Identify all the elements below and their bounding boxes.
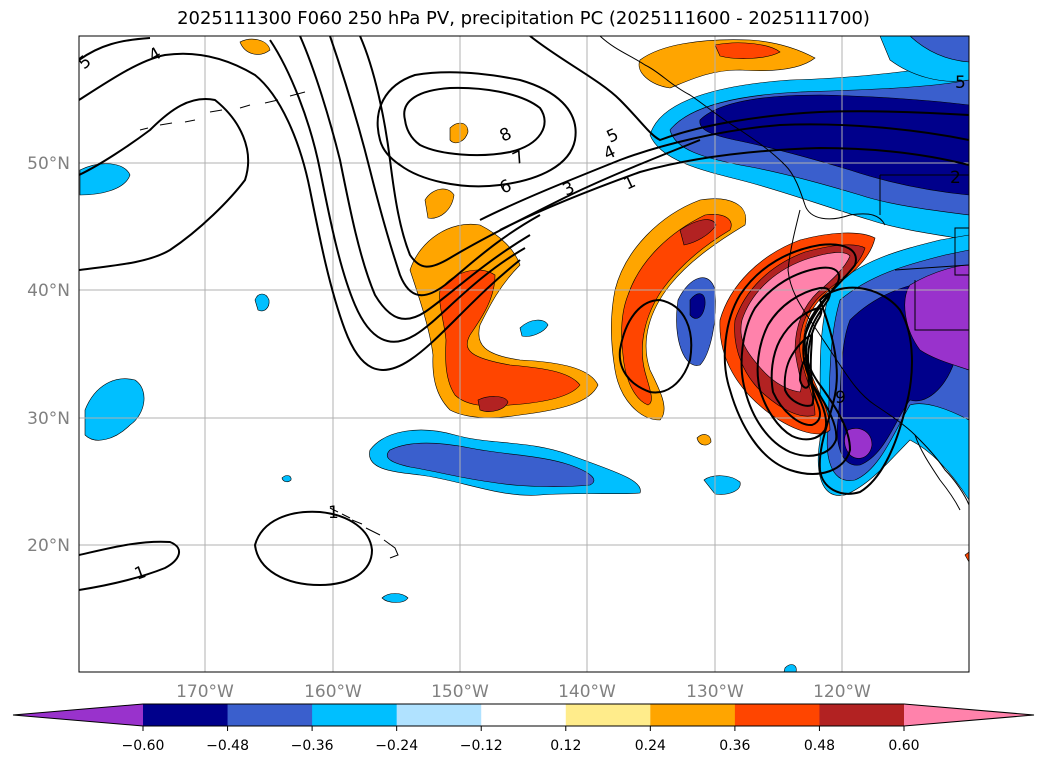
colorbar-segment (312, 704, 398, 726)
colorbar-tick-label: 0.24 (635, 738, 666, 754)
colorbar-tick-label: −0.24 (375, 738, 418, 754)
lat-label: 30°N (27, 409, 70, 429)
coastlines (139, 36, 969, 559)
colorbar-tick-label: −0.36 (291, 738, 334, 754)
lat-label: 50°N (27, 154, 70, 174)
colorbar-segment (143, 704, 229, 726)
colorbar-segment (565, 704, 651, 726)
colorbar-tick-label: −0.48 (206, 738, 249, 754)
lon-label: 140°W (558, 682, 616, 702)
graticule (79, 36, 969, 672)
longitude-labels: 170°W 160°W 150°W 140°W 130°W 120°W (176, 682, 871, 702)
lon-label: 150°W (431, 682, 489, 702)
colorbar-tick-label: 0.36 (719, 738, 750, 754)
colorbar-tick-label: 0.60 (888, 738, 919, 754)
lon-label: 170°W (176, 682, 234, 702)
map-plot-area: 5 4 8 7 6 5 4 3 1 1 1 2 5 9 (79, 36, 969, 672)
negative-precip-shading (79, 36, 969, 672)
colorbar-tick-label: −0.60 (122, 738, 165, 754)
colorbar-segment (819, 704, 905, 726)
colorbar: −0.60 −0.48 −0.36 −0.24 −0.12 0.12 0.24 0.36 0.4… (12, 703, 1035, 754)
lon-label: 120°W (813, 682, 871, 702)
lat-label: 40°N (27, 281, 70, 301)
lon-label: 160°W (304, 682, 362, 702)
colorbar-tick-label: −0.12 (460, 738, 503, 754)
colorbar-extend-low (13, 704, 143, 726)
colorbar-extend-high (904, 704, 1034, 726)
colorbar-segment (481, 704, 567, 726)
lat-label: 20°N (27, 536, 70, 556)
colorbar-tick-label: 0.48 (804, 738, 835, 754)
pv-contours (79, 36, 969, 591)
contour-label: 9 (835, 388, 846, 408)
contour-label: 5 (955, 73, 966, 93)
contour-label: 2 (950, 168, 961, 188)
map-frame (78, 35, 970, 673)
colorbar-segment (227, 704, 313, 726)
latitude-labels: 50°N 40°N 30°N 20°N (27, 154, 70, 556)
map-title: 2025111300 F060 250 hPa PV, precipitatio… (177, 8, 870, 29)
colorbar-segment (396, 704, 482, 726)
contour-label: 1 (328, 503, 339, 523)
lon-label: 130°W (686, 682, 744, 702)
colorbar-segment (650, 704, 736, 726)
colorbar-tick-label: 0.12 (550, 738, 581, 754)
colorbar-segment (734, 704, 820, 726)
